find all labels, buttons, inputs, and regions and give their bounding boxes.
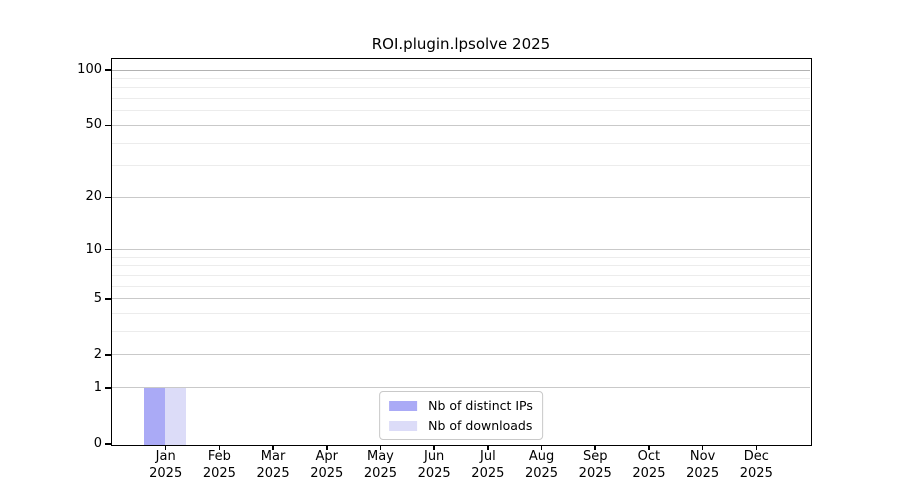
y-tick-label: 5 [93,290,102,306]
x-tick [272,445,274,450]
y-tick [104,69,111,71]
gridline-minor [111,142,810,144]
x-tick-label: Jan 2025 [149,449,183,481]
legend-label: Nb of distinct IPs [428,398,533,413]
gridline-minor [111,165,810,167]
legend-label: Nb of downloads [428,418,533,433]
x-tick [218,445,221,450]
x-tick [755,445,758,450]
x-tick-label: Apr 2025 [310,449,344,481]
gridline-minor [111,98,810,100]
y-tick-label: 100 [77,62,102,77]
gridline-minor [111,274,810,276]
gridline-major [111,354,810,356]
gridline-major [111,196,810,198]
y-tick-label: 0 [93,436,102,451]
y-tick-label: 1 [93,379,102,395]
y-tick-label: 2 [93,346,102,362]
x-tick [433,445,435,450]
gridline-minor [111,110,810,112]
gridline-minor [111,285,810,287]
y-tick [104,443,111,445]
gridline-minor [111,313,810,315]
x-tick [487,445,489,450]
gridline-minor [111,331,810,333]
x-tick-label: Feb 2025 [202,449,236,481]
gridline-major [111,298,810,300]
legend: Nb of distinct IPs Nb of downloads [379,391,543,440]
x-tick [326,445,328,450]
x-tick-label: Oct 2025 [632,449,666,481]
y-tick-label: 50 [85,117,102,133]
bar-downloads [165,388,187,445]
x-tick-label: Nov 2025 [686,449,720,481]
plot-area [110,57,812,446]
y-tick [104,387,111,389]
x-tick-label: Jun 2025 [417,449,451,481]
y-tick-label: 10 [85,241,102,257]
x-tick [594,445,596,450]
chart-title: ROI.plugin.lpsolve 2025 [371,35,551,53]
x-tick-label: May 2025 [363,449,397,481]
legend-item: Nb of distinct IPs [389,397,533,414]
y-tick-label: 20 [85,189,102,205]
gridline-major [111,69,810,71]
x-tick [379,445,382,450]
x-tick-label: Mar 2025 [256,449,290,481]
x-tick-label: Sep 2025 [578,449,612,481]
x-tick [701,445,704,450]
y-tick [104,354,111,356]
x-tick [540,445,543,450]
y-tick [104,298,111,300]
y-tick [104,248,111,251]
x-tick [648,445,650,450]
gridline-major [111,387,810,389]
x-tick-label: Aug 2025 [524,449,559,481]
y-tick [104,196,111,199]
bar-distinct-ips [144,388,166,445]
legend-swatch-downloads [389,420,418,431]
gridline-major [111,249,810,251]
gridline-minor [111,77,810,79]
y-tick [104,124,111,127]
x-tick-label: Jul 2025 [471,449,505,481]
gridline-minor [111,256,810,258]
legend-item: Nb of downloads [389,417,533,434]
legend-swatch-distinct-ips [389,400,418,411]
x-tick [164,445,167,450]
gridline-minor [111,265,810,267]
gridline-major [111,124,810,126]
gridline-minor [111,87,810,89]
x-tick-label: Dec 2025 [739,449,773,481]
